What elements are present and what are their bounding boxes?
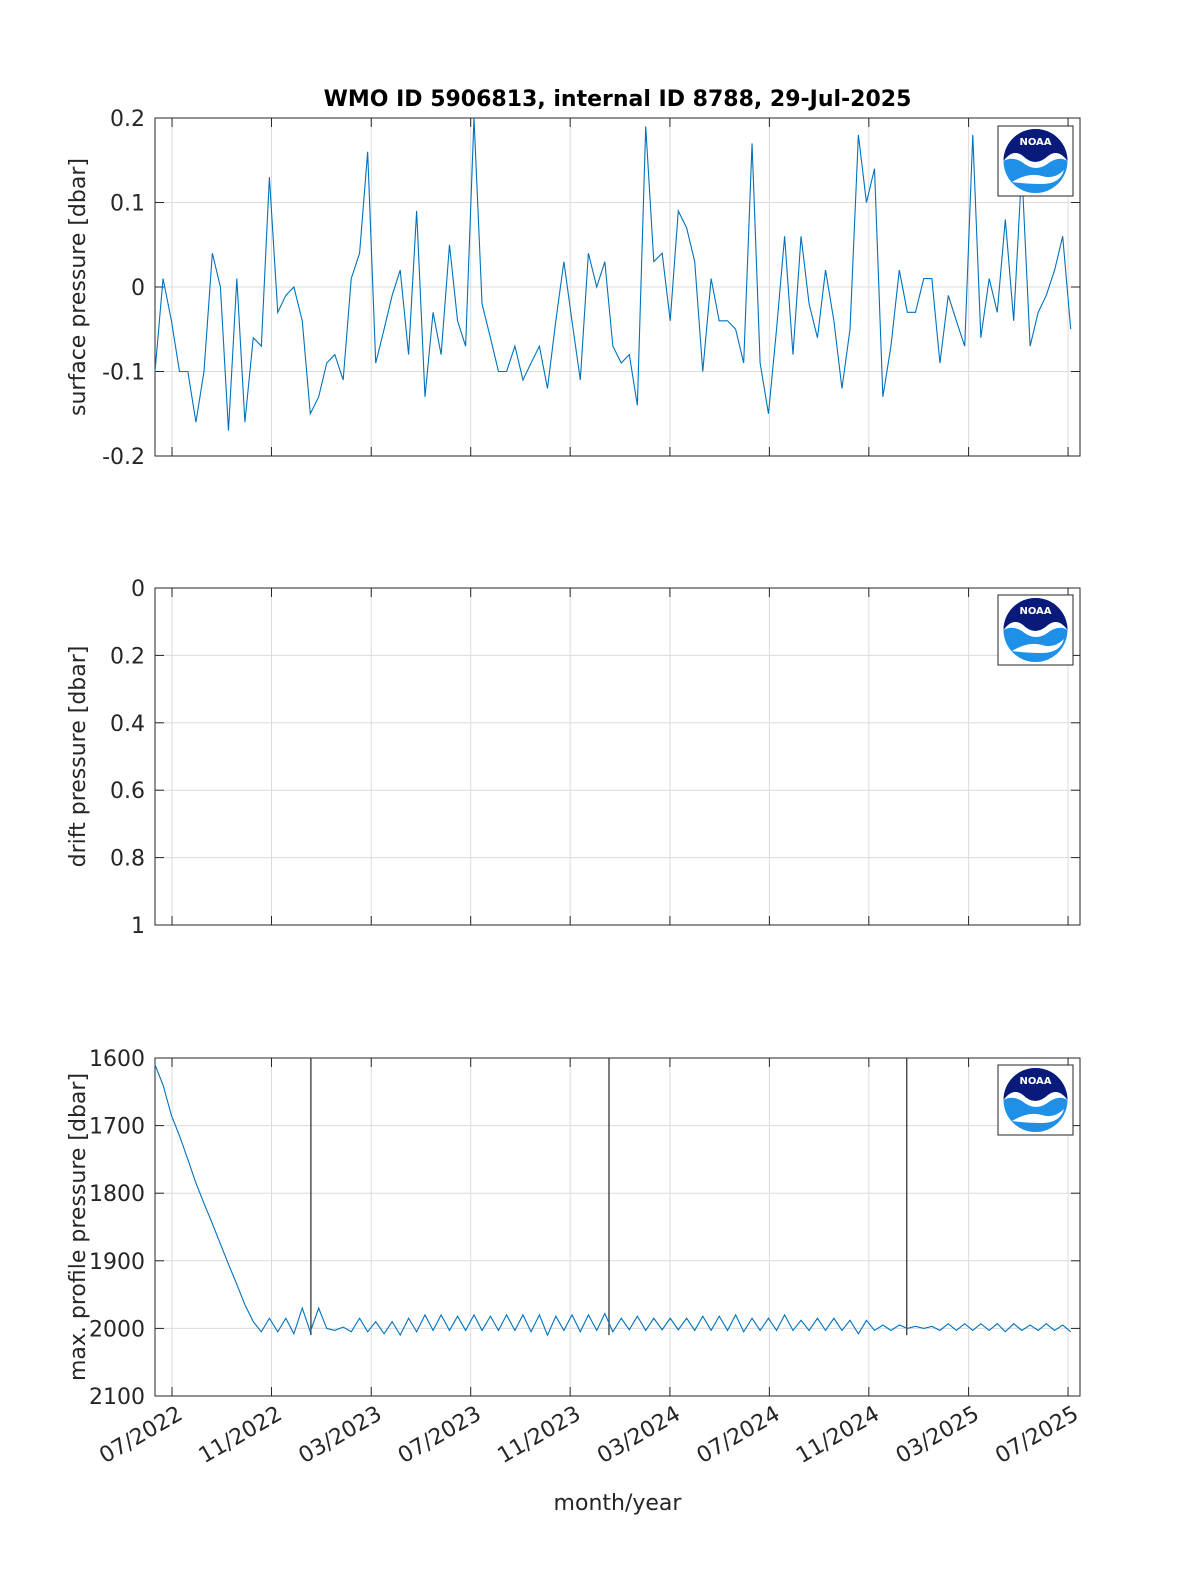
x-tick-label: 03/2024 [593, 1402, 685, 1469]
y-tick-label: 1800 [89, 1182, 145, 1207]
x-tick-label: 07/2022 [95, 1402, 187, 1469]
y-tick-label: 1700 [89, 1115, 145, 1140]
y-tick-label: 1 [131, 914, 145, 939]
axes-frame [154, 117, 1081, 457]
noaa-logo [997, 125, 1074, 197]
x-tick-label: 03/2023 [295, 1402, 387, 1469]
x-axis-label: month/year [554, 1491, 683, 1516]
x-tick-label: 11/2024 [792, 1402, 884, 1469]
data-line [154, 117, 1072, 431]
x-tick-label: 11/2023 [493, 1402, 585, 1469]
x-tick-label: 07/2025 [991, 1402, 1083, 1469]
y-tick-label: 2100 [89, 1385, 145, 1410]
y-tick-label: 0.4 [110, 712, 145, 737]
data-line [154, 1064, 1072, 1337]
y-tick-label: -0.1 [102, 361, 145, 386]
y-tick-label: 1600 [89, 1047, 145, 1072]
y-tick-label: 0.2 [110, 107, 145, 132]
noaa-logo [997, 1064, 1074, 1136]
noaa-logo [997, 594, 1074, 666]
x-tick-label: 07/2023 [394, 1402, 486, 1469]
y-tick-label: 0.6 [110, 779, 145, 804]
y-tick-label: 0 [131, 276, 145, 301]
y-tick-label: -0.2 [102, 445, 145, 470]
plot-area: -0.2 -0.1 0 0.1 0.2 surface pressure [dbar] WM… [66, 87, 1083, 1516]
axes-frame [154, 587, 1081, 926]
y-tick-label: 0.1 [110, 192, 145, 217]
axes-frame [154, 1057, 1081, 1397]
y-axis-label: surface pressure [dbar] [66, 158, 91, 416]
x-tick-label: 07/2024 [693, 1402, 785, 1469]
x-tick-label: 03/2025 [892, 1402, 984, 1469]
y-tick-label: 0 [131, 577, 145, 602]
y-tick-label: 1900 [89, 1250, 145, 1275]
x-tick-label: 11/2022 [195, 1402, 287, 1469]
chart-title: WMO ID 5906813, internal ID 8788, 29-Jul… [324, 87, 912, 112]
y-tick-label: 2000 [89, 1317, 145, 1342]
y-axis-label: drift pressure [dbar] [66, 646, 91, 868]
y-axis-label: max. profile pressure [dbar] [66, 1073, 91, 1381]
y-tick-label: 0.8 [110, 847, 145, 872]
y-tick-label: 0.2 [110, 644, 145, 669]
